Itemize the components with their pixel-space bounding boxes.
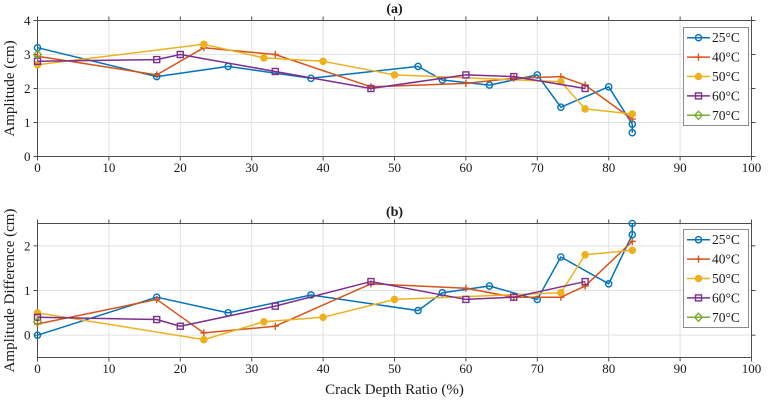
legend-label: 70°C (712, 108, 740, 123)
legend: 25°C 40°C 50°C 60°C 70°C (683, 229, 749, 328)
series-70C (32, 49, 43, 60)
x-tick-label: 30 (245, 160, 258, 175)
legend-label: 40°C (712, 50, 740, 65)
series-markers (33, 237, 636, 337)
legend-entry-70C: 70°C (687, 108, 740, 123)
x-tick-label: 70 (531, 361, 544, 376)
legend-entry-50C: 50°C (687, 271, 740, 286)
legend: 25°C 40°C 50°C 60°C 70°C (683, 27, 749, 126)
x-tick-label: 0 (34, 361, 41, 376)
legend-entry-40C: 40°C (687, 50, 740, 65)
y-tick-label: 4 (24, 13, 31, 28)
legend-label: 70°C (712, 310, 740, 325)
legend-label: 40°C (712, 252, 740, 267)
x-tick-label: 80 (602, 361, 615, 376)
series-line (37, 249, 633, 341)
legend-label: 25°C (712, 30, 740, 45)
series-40C (33, 44, 636, 123)
x-tick-label: 20 (174, 361, 187, 376)
series-40C (33, 237, 636, 337)
series-markers (32, 49, 43, 60)
legend-entry-40C: 40°C (687, 252, 740, 267)
chart-amplitude: 0 10 20 30 40 50 60 70 80 90 100 0 1 2 3 4 (a) Amplitude … (0, 0, 768, 202)
series-60C (33, 50, 589, 93)
legend-label: 50°C (712, 69, 740, 84)
series-50C (33, 40, 637, 118)
series-markers (33, 44, 636, 123)
series-line (37, 280, 586, 327)
series-line (37, 43, 633, 115)
y-tick-label: 0 (24, 328, 31, 343)
x-tick-label: 70 (531, 160, 544, 175)
x-axis-label: Crack Depth Ratio (%) (325, 382, 464, 398)
series-70C (32, 316, 43, 327)
series-markers (33, 40, 637, 118)
series-markers (33, 43, 637, 137)
chart-canvas-a: 0 10 20 30 40 50 60 70 80 90 100 0 1 2 3 4 (a) Amplitude … (2, 2, 762, 175)
legend-entry-60C: 60°C (687, 88, 740, 103)
x-tick-label: 20 (174, 160, 187, 175)
x-tick-label: 40 (317, 160, 330, 175)
chart-canvas-b: 0 10 20 30 40 50 60 70 80 90 100 0 1 2 (b) Amplitude Di… (2, 205, 762, 398)
y-tick-label: 1 (24, 115, 31, 130)
x-tick-label: 50 (388, 160, 401, 175)
x-tick-label: 40 (317, 361, 330, 376)
x-tick-label: 100 (742, 361, 762, 376)
legend-entry-70C: 70°C (687, 310, 740, 325)
x-tick-label: 10 (102, 160, 115, 175)
y-axis-label: Amplitude (cm) (2, 40, 18, 136)
chart-title: (a) (386, 2, 403, 17)
legend-entry-50C: 50°C (687, 69, 740, 84)
x-tick-label: 100 (742, 160, 762, 175)
x-tick-label: 90 (674, 361, 687, 376)
x-tick-label: 0 (34, 160, 41, 175)
series-50C (33, 246, 637, 344)
chart-amplitude-difference: 0 10 20 30 40 50 60 70 80 90 100 0 1 2 (b) Amplitude Di… (0, 202, 768, 405)
x-tick-label: 80 (602, 160, 615, 175)
legend-label: 25°C (712, 232, 740, 247)
series-markers (33, 246, 637, 344)
legend-label: 60°C (712, 290, 740, 305)
legend-label: 60°C (712, 88, 740, 103)
x-tick-label: 10 (102, 361, 115, 376)
gridlines (37, 20, 752, 157)
series-60C (33, 277, 589, 330)
legend-entry-25C: 25°C (687, 30, 740, 45)
series-markers (32, 316, 43, 327)
gridlines (37, 223, 752, 358)
tick-marks (33, 219, 756, 362)
series-line (37, 53, 586, 90)
legend-entry-60C: 60°C (687, 290, 740, 305)
x-tick-label: 60 (459, 361, 472, 376)
x-tick-label: 90 (674, 160, 687, 175)
x-tick-label: 50 (388, 361, 401, 376)
series-markers (33, 219, 637, 339)
y-tick-label: 2 (24, 238, 31, 253)
y-tick-label: 1 (24, 283, 31, 298)
tick-marks (33, 16, 756, 161)
chart-title: (b) (386, 205, 403, 220)
legend-label: 50°C (712, 271, 740, 286)
series-markers (33, 277, 589, 330)
series-markers (33, 50, 589, 93)
series-line (37, 240, 633, 334)
series-25C (33, 219, 637, 339)
y-tick-label: 0 (24, 149, 31, 164)
x-tick-label: 60 (459, 160, 472, 175)
y-tick-label: 3 (24, 47, 31, 62)
y-tick-label: 2 (24, 81, 31, 96)
x-tick-label: 30 (245, 361, 258, 376)
legend-entry-25C: 25°C (687, 232, 740, 247)
y-axis-label: Amplitude Difference (cm) (2, 209, 18, 373)
series-line (37, 46, 633, 120)
